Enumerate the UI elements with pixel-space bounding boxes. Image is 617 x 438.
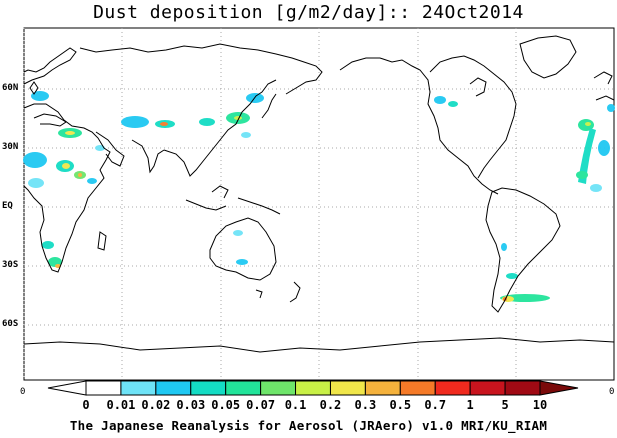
colorbar-box	[434, 380, 471, 396]
lat-label-30s: 30S	[2, 260, 19, 270]
colorbar-tick-label: 0.01	[106, 398, 136, 412]
colorbar-tick-label: 0.1	[284, 398, 307, 412]
colorbar-box	[504, 380, 541, 396]
colorbar-box	[399, 380, 436, 396]
colorbar-box	[190, 380, 227, 396]
colorbar-box	[260, 380, 297, 396]
lat-label-60n: 60N	[2, 83, 19, 93]
colorbar-box	[155, 380, 192, 396]
lat-label-60s: 60S	[2, 319, 19, 329]
colorbar-tick-label: 0.3	[354, 398, 377, 412]
colorbar-box	[469, 380, 506, 396]
colorbar-left-arrow	[47, 380, 87, 396]
colorbar-tick-label: 0.05	[211, 398, 241, 412]
colorbar-tick-label: 0	[82, 398, 90, 412]
colorbar-tick-label: 5	[501, 398, 509, 412]
map-title: Dust deposition [g/m2/day]:: 24Oct2014	[93, 2, 524, 23]
colorbar-tick-label: 0.03	[176, 398, 206, 412]
right-edge-label: 0	[609, 387, 615, 397]
left-edge-label: 0	[20, 387, 26, 397]
colorbar-tick-label: 0.2	[319, 398, 342, 412]
colorbar-right-arrow	[539, 380, 579, 396]
lat-label-30n: 30N	[2, 142, 19, 152]
colorbar-box	[225, 380, 262, 396]
coastlines	[23, 35, 615, 353]
colorbar-tick-label: 1	[466, 398, 474, 412]
dust-shading	[23, 91, 615, 302]
colorbar-tick-label: 0.02	[141, 398, 171, 412]
lat-lon-grid	[23, 28, 614, 380]
colorbar-tick-label: 0.5	[389, 398, 412, 412]
colorbar-box	[295, 380, 331, 396]
colorbar-box	[85, 380, 122, 396]
colorbar-box	[364, 380, 401, 396]
colorbar-tick-label: 10	[532, 398, 548, 412]
colorbar-box	[329, 380, 366, 396]
colorbar	[47, 380, 579, 396]
colorbar-tick-label: 0.7	[424, 398, 447, 412]
lat-label-eq: EQ	[2, 201, 13, 211]
colorbar-tick-label: 0.07	[246, 398, 276, 412]
footer-credit: The Japanese Reanalysis for Aerosol (JRA…	[69, 418, 548, 433]
colorbar-box	[120, 380, 157, 396]
